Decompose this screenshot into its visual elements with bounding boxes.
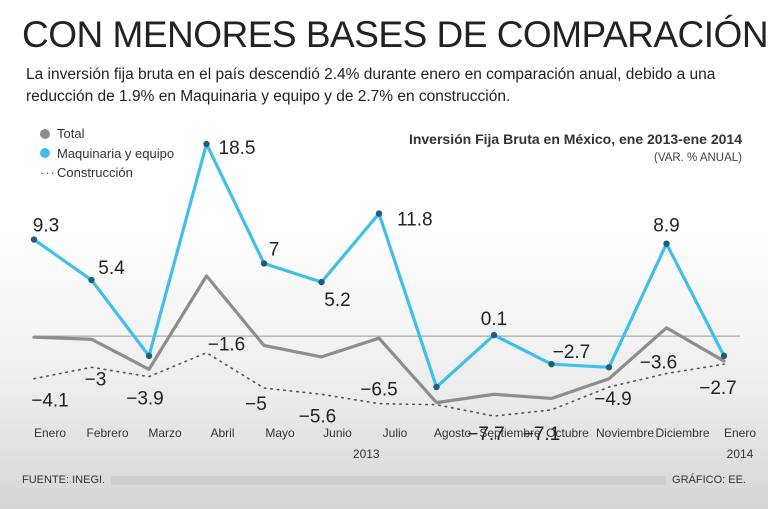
chart-unit: (VAR. % ANUAL) xyxy=(654,152,742,164)
x-tick-label-12: Enero xyxy=(724,426,756,440)
data-label-construccion-9: −7.1 xyxy=(523,424,561,445)
x-tick-label-8: Septiembre xyxy=(479,426,541,440)
legend-label-total: Total xyxy=(57,126,85,142)
point-maquinaria-11 xyxy=(663,240,670,247)
x-tick-label-6: Julio xyxy=(383,426,408,440)
x-tick-label-2: Marzo xyxy=(148,426,182,440)
point-maquinaria-0 xyxy=(30,236,38,243)
data-label-construccion-4: −5 xyxy=(245,394,267,415)
subtitle: La inversión fija bruta en el país desce… xyxy=(26,66,716,105)
x-tick-label-0: Enero xyxy=(34,426,66,440)
legend-label-maquinaria: Maquinaria y equipo xyxy=(57,145,175,161)
point-maquinaria-9 xyxy=(548,360,555,368)
data-label-maquinaria-0: 9.3 xyxy=(33,216,59,237)
legend-item-total: Total xyxy=(40,124,174,144)
point-maquinaria-5 xyxy=(318,278,325,286)
x-tick-label-11: Diciembre xyxy=(655,426,709,440)
data-label-maquinaria-3: 18.5 xyxy=(219,138,256,159)
data-label-maquinaria-11: 8.9 xyxy=(653,216,679,237)
series-line-construccion xyxy=(33,351,725,417)
year-label-0: 2013 xyxy=(353,447,380,461)
headline: CON MENORES BASES DE COMPARACIÓN, xyxy=(22,14,768,55)
data-label-construccion-11: −3.6 xyxy=(640,353,678,374)
source-label: FUENTE: INEGI. xyxy=(22,474,106,486)
data-label-construccion-2: −3.9 xyxy=(126,389,164,410)
data-label-construccion-5: −5.6 xyxy=(299,406,337,427)
legend-item-construccion: ··· Construcción xyxy=(40,163,174,183)
legend: Total Maquinaria y equipo ··· Construcci… xyxy=(40,124,174,183)
x-tick-label-1: Febrero xyxy=(86,426,128,440)
data-label-maquinaria-1: 5.4 xyxy=(98,258,125,279)
x-tick-label-3: Abril xyxy=(210,426,234,440)
point-maquinaria-10 xyxy=(605,364,613,371)
point-maquinaria-4 xyxy=(260,260,268,267)
credit-label: GRÁFICO: EE. xyxy=(672,474,746,486)
legend-marker-maquinaria xyxy=(40,148,50,159)
footer-divider xyxy=(111,475,667,485)
x-tick-label-7: Agosto xyxy=(434,426,472,440)
point-maquinaria-3 xyxy=(203,140,210,148)
data-label-maquinaria-5: 5.2 xyxy=(324,290,350,311)
point-maquinaria-6 xyxy=(375,210,383,217)
data-label-construccion-8: −7.7 xyxy=(467,424,505,445)
point-maquinaria-7 xyxy=(433,383,440,391)
year-label-1: 2014 xyxy=(727,447,754,461)
data-label-construccion-12: −2.7 xyxy=(699,378,737,399)
x-tick-label-9: Octubre xyxy=(546,426,589,440)
chart-title: Inversión Fija Bruta en México, ene 2013… xyxy=(408,131,742,147)
x-tick-label-10: Noviembre xyxy=(596,426,654,440)
data-label-construccion-3: −1.6 xyxy=(208,335,246,356)
chart-background xyxy=(0,116,768,509)
point-maquinaria-8 xyxy=(490,331,498,339)
legend-label-construccion: Construcción xyxy=(57,165,133,181)
data-label-construccion-1: −3 xyxy=(85,369,107,390)
footer: FUENTE: INEGI. GRÁFICO: EE. xyxy=(22,473,746,487)
data-label-construccion-10: −4.9 xyxy=(594,389,632,410)
legend-marker-total xyxy=(40,128,50,139)
legend-marker-construccion: ··· xyxy=(40,164,56,180)
data-label-maquinaria-9: −2.7 xyxy=(553,342,591,363)
x-tick-label-5: Junio xyxy=(323,426,352,440)
data-label-maquinaria-6: 11.8 xyxy=(397,210,433,231)
point-maquinaria-2 xyxy=(145,352,153,360)
data-label-construccion-6: −6.5 xyxy=(360,380,398,401)
series-line-total xyxy=(32,274,726,405)
point-maquinaria-12 xyxy=(720,352,728,360)
point-maquinaria-1 xyxy=(88,276,95,284)
x-tick-label-4: Mayo xyxy=(265,426,295,440)
legend-item-maquinaria: Maquinaria y equipo xyxy=(40,144,174,164)
data-label-maquinaria-4: 7 xyxy=(269,239,280,260)
data-label-maquinaria-8: 0.1 xyxy=(481,309,507,330)
data-label-construccion-0: −4.1 xyxy=(31,391,69,412)
